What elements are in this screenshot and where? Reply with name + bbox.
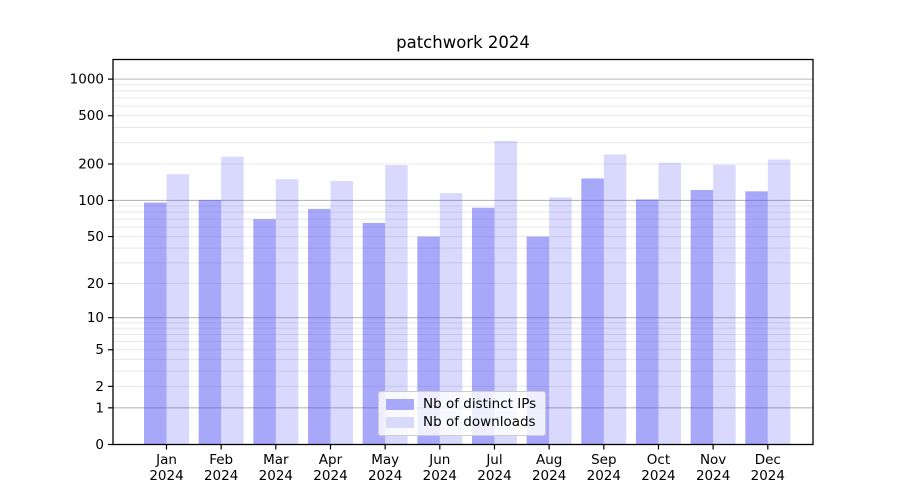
legend-label-downloads: Nb of downloads — [423, 414, 536, 430]
bar-nb-of-downloads-feb — [221, 156, 244, 445]
legend-swatch-downloads — [386, 417, 414, 428]
bar-nb-of-distinct-ips-dec — [745, 191, 768, 445]
legend: Nb of distinct IPs Nb of downloads — [378, 391, 547, 436]
bar-nb-of-downloads-jun — [439, 193, 463, 445]
y-tick-label-0: 0 — [95, 437, 104, 453]
x-tick-label-dec-year: 2024 — [751, 468, 785, 484]
x-tick-label-jun-year: 2024 — [423, 468, 457, 484]
legend-label-distinct-ips: Nb of distinct IPs — [423, 396, 537, 412]
legend-item: Nb of downloads — [386, 415, 536, 430]
x-tick-label-dec: Dec — [755, 452, 781, 468]
y-tick-label-1000: 1000 — [70, 72, 104, 88]
x-tick-label-feb-year: 2024 — [204, 468, 238, 484]
x-tick-label-oct-year: 2024 — [641, 468, 675, 484]
y-tick-label-1: 1 — [95, 400, 104, 416]
bar-nb-of-downloads-dec — [767, 159, 791, 445]
bar-nb-of-downloads-jul — [494, 140, 517, 445]
x-tick-label-jan: Jan — [155, 452, 177, 468]
x-tick-label-feb: Feb — [209, 452, 233, 468]
bar-nb-of-distinct-ips-feb — [198, 199, 222, 445]
x-tick-label-oct: Oct — [647, 452, 670, 468]
bar-nb-of-downloads-sep — [603, 154, 627, 445]
bar-nb-of-downloads-oct — [658, 162, 681, 445]
bar-nb-of-downloads-apr — [330, 180, 353, 445]
y-tick-label-10: 10 — [87, 310, 104, 326]
x-tick-label-nov: Nov — [700, 452, 726, 468]
x-tick-label-sep: Sep — [591, 452, 616, 468]
bar-nb-of-distinct-ips-apr — [307, 208, 331, 445]
x-tick-label-mar-year: 2024 — [259, 468, 293, 484]
y-tick-label-2: 2 — [95, 379, 104, 395]
x-tick-label-jan-year: 2024 — [149, 468, 183, 484]
chart-title: patchwork 2024 — [396, 33, 530, 52]
bar-nb-of-downloads-nov — [713, 164, 736, 445]
y-tick-label-5: 5 — [95, 342, 104, 358]
bar-nb-of-distinct-ips-sep — [581, 178, 604, 445]
x-tick-label-mar: Mar — [263, 452, 289, 468]
x-tick-label-nov-year: 2024 — [696, 468, 730, 484]
x-tick-label-sep-year: 2024 — [587, 468, 621, 484]
x-tick-label-apr-year: 2024 — [313, 468, 347, 484]
bar-nb-of-distinct-ips-oct — [635, 199, 659, 445]
bar-nb-of-distinct-ips-mar — [253, 219, 276, 445]
legend-swatch-distinct-ips — [386, 399, 414, 410]
bar-nb-of-downloads-aug — [549, 197, 572, 445]
bar-nb-of-downloads-may — [385, 165, 408, 445]
x-tick-label-may: May — [371, 452, 399, 468]
x-tick-label-may-year: 2024 — [368, 468, 402, 484]
bar-nb-of-distinct-ips-nov — [690, 190, 714, 445]
y-tick-label-100: 100 — [78, 193, 104, 209]
x-tick-label-aug: Aug — [536, 452, 562, 468]
x-tick-label-jul-year: 2024 — [477, 468, 511, 484]
y-tick-label-200: 200 — [78, 157, 104, 173]
legend-item: Nb of distinct IPs — [386, 397, 536, 412]
bar-nb-of-distinct-ips-jul — [471, 207, 495, 445]
bar-nb-of-distinct-ips-may — [362, 222, 386, 445]
x-tick-label-apr: Apr — [319, 452, 343, 468]
y-tick-label-20: 20 — [87, 276, 104, 292]
bar-nb-of-distinct-ips-jan — [144, 202, 167, 445]
x-tick-label-jun: Jun — [428, 452, 450, 468]
y-tick-label-50: 50 — [87, 229, 104, 245]
bar-nb-of-downloads-jan — [166, 174, 189, 445]
x-tick-label-jul: Jul — [485, 452, 502, 468]
x-tick-label-aug-year: 2024 — [532, 468, 566, 484]
plot-border — [112, 58, 814, 446]
bar-nb-of-downloads-mar — [275, 179, 299, 445]
y-tick-label-500: 500 — [78, 108, 104, 124]
